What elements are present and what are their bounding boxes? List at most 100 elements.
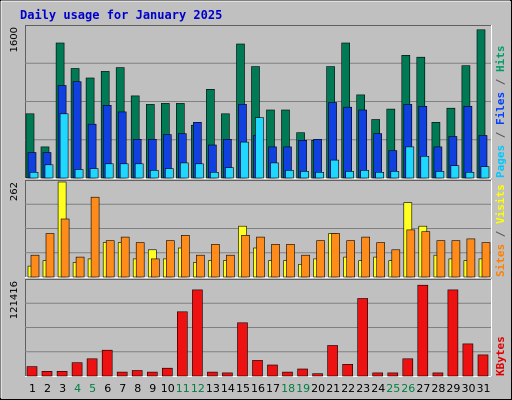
legend-part: Pages <box>494 145 507 178</box>
bar-kbytes-day-31 <box>477 354 489 377</box>
bar-kbytes-day-3 <box>56 370 68 377</box>
bar-pages-day-17 <box>270 162 279 179</box>
bar-pages-day-7 <box>119 163 129 179</box>
x-tick-label: 21 <box>326 382 340 395</box>
x-tick-label: 18 <box>281 382 295 395</box>
bar-pages-day-19 <box>300 171 309 179</box>
bar-kbytes-day-15 <box>237 322 248 377</box>
bar-kbytes-day-23 <box>357 298 369 377</box>
bar-pages-day-12 <box>195 163 204 179</box>
bar-kbytes-day-22 <box>342 363 354 377</box>
bar-sites-day-25 <box>391 249 401 278</box>
bar-kbytes-day-27 <box>417 284 429 377</box>
bar-pages-day-23 <box>360 170 370 179</box>
bar-pages-day-24 <box>375 172 385 179</box>
bar-sites-day-24 <box>376 242 386 278</box>
bar-pages-day-8 <box>134 163 144 179</box>
y-max-label: 121416 <box>9 281 20 319</box>
bar-sites-day-10 <box>166 240 175 278</box>
bar-pages-day-22 <box>345 171 355 179</box>
x-tick-label: 11 <box>176 382 190 395</box>
bar-sites-day-21 <box>331 233 340 278</box>
panel-middle: 262 Sites / Visits <box>9 180 507 278</box>
bar-pages-day-28 <box>435 171 445 179</box>
chart-title: Daily usage for January 2025 <box>20 8 222 22</box>
series-pages <box>29 113 490 179</box>
bar-sites-day-22 <box>346 240 356 278</box>
bar-kbytes-day-9 <box>147 371 158 377</box>
bar-pages-day-13 <box>210 172 219 179</box>
legend-part: Sites <box>494 244 507 277</box>
bar-sites-day-14 <box>226 254 235 278</box>
bar-kbytes-day-21 <box>327 345 338 377</box>
bar-kbytes-day-20 <box>312 373 323 377</box>
x-tick-label: 12 <box>191 382 205 395</box>
x-tick-label: 17 <box>266 382 280 395</box>
series-legend-label: Sites / Visits <box>494 184 507 277</box>
bar-kbytes-day-2 <box>41 370 53 377</box>
y-max-label: 1600 <box>9 27 20 52</box>
x-tick-label: 3 <box>59 382 66 395</box>
legend-part: Files <box>494 92 507 125</box>
bar-pages-day-5 <box>89 168 99 179</box>
bar-kbytes-day-5 <box>86 358 98 377</box>
x-tick-label: 24 <box>371 382 385 395</box>
bar-sites-day-31 <box>481 242 491 278</box>
bar-pages-day-2 <box>44 164 54 179</box>
x-tick-label: 22 <box>341 382 355 395</box>
bar-pages-day-26 <box>405 146 415 179</box>
bar-kbytes-day-1 <box>26 366 38 377</box>
bar-kbytes-day-13 <box>207 371 218 377</box>
bar-kbytes-day-17 <box>267 364 278 377</box>
panel-bottom: 121416 KBytes <box>9 279 507 377</box>
bar-sites-day-30 <box>466 238 476 278</box>
bar-kbytes-day-7 <box>116 371 128 377</box>
x-tick-label: 26 <box>401 382 415 395</box>
bar-sites-day-4 <box>75 256 85 278</box>
bar-sites-day-20 <box>316 240 325 278</box>
x-tick-label: 10 <box>161 382 175 395</box>
bar-sites-day-17 <box>271 244 280 278</box>
bar-sites-day-2 <box>45 233 55 278</box>
bar-sites-day-11 <box>181 235 190 278</box>
bar-kbytes-day-19 <box>297 368 308 377</box>
chart-panels: 1600 Pages / Files / Hits 262 Sites / Visit… <box>9 25 507 377</box>
bar-kbytes-day-16 <box>252 360 263 377</box>
bar-pages-day-30 <box>465 172 475 179</box>
bar-files-day-24 <box>373 133 383 179</box>
bar-kbytes-day-6 <box>101 349 113 377</box>
bar-sites-day-29 <box>451 240 461 278</box>
x-tick-label: 29 <box>446 382 460 395</box>
bar-pages-day-10 <box>165 168 174 179</box>
bar-sites-day-12 <box>196 254 205 278</box>
bar-files-day-22 <box>343 106 353 179</box>
x-tick-label: 8 <box>134 382 141 395</box>
legend-part: KBytes <box>494 336 507 376</box>
x-tick-label: 6 <box>104 382 111 395</box>
bar-sites-day-8 <box>135 242 145 278</box>
bar-pages-day-14 <box>225 167 234 179</box>
legend-part: / <box>494 224 507 244</box>
bar-kbytes-day-30 <box>462 343 474 377</box>
series-legend-label: Pages / Files / Hits <box>494 46 507 179</box>
bar-kbytes-day-12 <box>192 289 203 377</box>
x-tick-label: 13 <box>206 382 220 395</box>
bar-pages-day-29 <box>450 165 460 179</box>
bar-files-day-30 <box>463 106 473 179</box>
legend-part: Hits <box>494 46 507 73</box>
bar-kbytes-day-28 <box>432 372 444 377</box>
x-tick-label: 14 <box>221 382 235 395</box>
x-tick-label: 1 <box>29 382 36 395</box>
bar-kbytes-day-18 <box>282 371 293 377</box>
bar-kbytes-day-11 <box>177 311 188 377</box>
x-tick-label: 5 <box>89 382 96 395</box>
bar-pages-day-1 <box>29 172 39 179</box>
bar-pages-day-27 <box>420 156 430 179</box>
x-tick-label: 31 <box>477 382 491 395</box>
x-tick-label: 7 <box>119 382 126 395</box>
y-max-label: 262 <box>9 182 20 201</box>
bar-kbytes-day-25 <box>387 372 399 377</box>
bar-sites-day-13 <box>211 244 220 278</box>
bar-sites-day-26 <box>406 229 416 278</box>
